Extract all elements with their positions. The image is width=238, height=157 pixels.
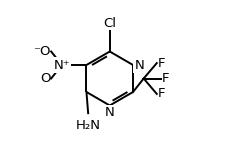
Text: O: O (40, 72, 50, 85)
Text: F: F (158, 57, 165, 70)
Text: Cl: Cl (103, 17, 116, 30)
Text: N⁺: N⁺ (54, 59, 70, 71)
Text: N: N (134, 59, 144, 71)
Text: F: F (158, 87, 165, 100)
Text: ⁻O: ⁻O (33, 45, 50, 58)
Text: N: N (105, 106, 115, 119)
Text: H₂N: H₂N (76, 119, 101, 132)
Text: F: F (162, 72, 170, 85)
